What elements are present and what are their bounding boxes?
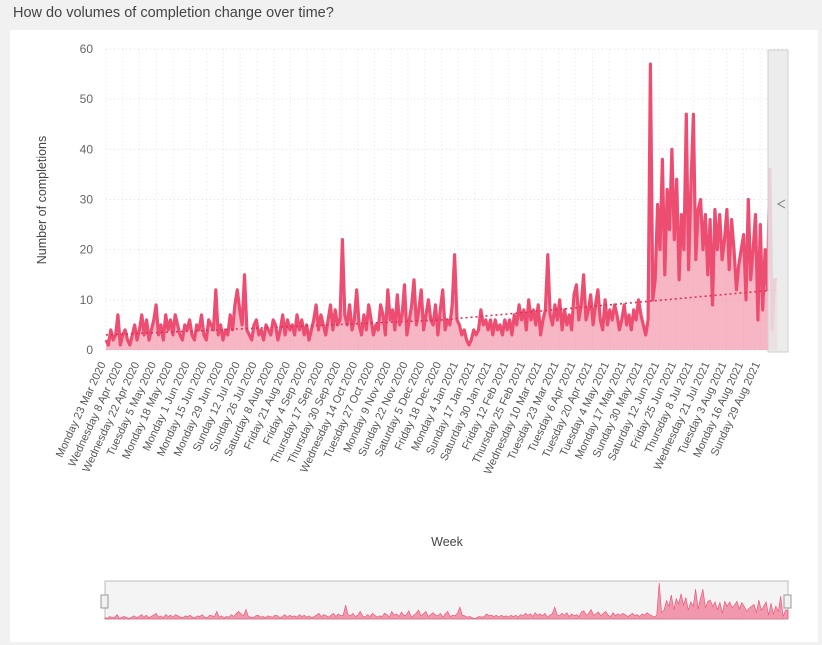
series-line [104,62,777,347]
navigator-series [104,582,789,620]
trend-line [105,289,778,336]
y-tick-label: 60 [80,42,94,56]
y-axis-title: Number of completions [35,136,49,265]
range-handle [767,49,789,353]
navigator-right-handle [783,594,792,609]
y-tick-label: 40 [80,142,94,156]
y-tick-label: 10 [80,293,94,307]
x-axis-title: Week [431,535,463,549]
navigator-left-handle [100,594,109,609]
series-area [106,64,777,350]
y-tick-label: 0 [86,343,93,357]
question-title: How do volumes of completion change over… [13,5,334,21]
navigator [100,580,792,620]
y-tick-label: 20 [80,243,94,257]
y-tick-label: 50 [80,92,94,106]
chart-card: 0 10 20 30 40 50 60 Monday 23 Mar 2020 Wednesday… [10,30,818,642]
range-handle-arrow-icon [776,199,786,209]
y-tick-label: 30 [80,193,94,207]
